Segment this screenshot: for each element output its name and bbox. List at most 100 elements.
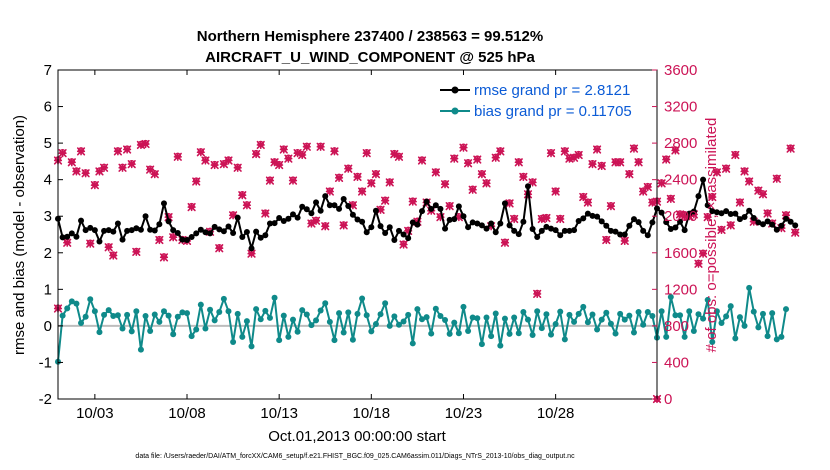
rmse-data-point [82, 227, 89, 234]
obs-assimilated-marker [717, 225, 726, 235]
bias-data-point [207, 306, 214, 313]
bias-data-point [239, 333, 246, 340]
bias-data-point [248, 343, 255, 350]
obs-assimilated-marker [606, 202, 616, 211]
rmse-data-point [746, 207, 753, 214]
rmse-data-point [621, 231, 628, 238]
bias-data-point [667, 294, 674, 301]
rmse-data-point [409, 219, 416, 226]
rmse-data-point [497, 220, 504, 227]
bias-data-point [110, 313, 117, 320]
obs-assimilated-marker [118, 163, 127, 172]
rmse-data-point [741, 213, 748, 220]
rmse-data-point [354, 216, 361, 223]
rmse-data-point [133, 225, 140, 232]
obs-assimilated-marker [81, 169, 90, 178]
bias-data-point [280, 312, 287, 319]
rmse-data-point [700, 176, 707, 183]
rmse-data-point [64, 233, 71, 240]
rmse-data-point [451, 216, 458, 223]
rmse-data-point [483, 225, 490, 232]
y2-tick-label: 1600 [664, 245, 697, 262]
bias-data-point [87, 296, 94, 303]
obs-assimilated-marker [629, 144, 639, 153]
bias-data-point [543, 311, 550, 318]
bias-data-point [230, 338, 237, 345]
bias-data-point [681, 333, 688, 340]
bias-data-point [382, 300, 389, 307]
rmse-data-point [266, 220, 273, 227]
rmse-data-point [59, 234, 66, 241]
bias-data-point [105, 307, 112, 314]
obs-assimilated-marker [510, 214, 519, 224]
rmse-data-point [501, 200, 508, 207]
rmse-data-point [68, 230, 75, 237]
rmse-data-point [400, 231, 407, 238]
bias-data-point [598, 316, 605, 323]
y-tick-label: 4 [44, 172, 52, 189]
rmse-data-point [589, 212, 596, 219]
obs-assimilated-marker [450, 154, 459, 163]
data-file-footer: data file: /Users/raeder/DAI/ATM_forcXX/… [135, 453, 575, 460]
bias-data-point [174, 313, 181, 320]
rmse-data-point [755, 219, 762, 226]
obs-assimilated-marker [431, 168, 440, 177]
rmse-data-point [308, 210, 315, 217]
bias-data-point [561, 336, 568, 343]
rmse-data-point [474, 220, 481, 227]
bias-data-point [594, 326, 601, 333]
obs-assimilated-marker [288, 176, 298, 185]
obs-assimilated-marker [694, 259, 703, 268]
rmse-data-point [783, 215, 790, 222]
bias-data-point [571, 318, 578, 325]
obs-assimilated-marker [772, 174, 781, 183]
bias-data-point [437, 313, 444, 320]
rmse-data-point [377, 223, 384, 230]
rmse-data-point [289, 211, 296, 218]
rmse-data-point [607, 227, 614, 234]
obs-assimilated-marker [210, 160, 219, 170]
rmse-data-point [649, 219, 656, 226]
bias-data-point [764, 333, 771, 340]
rmse-data-point [359, 218, 366, 225]
obs-assimilated-marker [551, 187, 560, 196]
bias-data-point [759, 310, 766, 317]
rmse-data-point [96, 238, 103, 245]
bias-data-point [363, 312, 370, 319]
bias-data-point [695, 311, 702, 318]
rmse-data-point [193, 230, 200, 237]
bias-data-point [395, 321, 402, 328]
bias-data-point [432, 305, 439, 312]
rmse-data-point [391, 236, 398, 243]
rmse-data-point [313, 199, 320, 206]
obs-assimilated-marker [187, 202, 196, 212]
legend-bias-marker [451, 107, 459, 115]
obs-assimilated-marker [482, 179, 491, 188]
rmse-data-point [428, 205, 435, 212]
obs-assimilated-marker [302, 142, 311, 151]
obs-assimilated-marker [500, 238, 510, 247]
rmse-data-point [234, 214, 241, 221]
obs-assimilated-marker [256, 140, 265, 150]
bias-data-point [184, 310, 191, 317]
rmse-data-point [225, 223, 232, 230]
obs-assimilated-marker [440, 180, 450, 189]
x-tick-label: 10/13 [260, 405, 298, 422]
obs-assimilated-marker [63, 238, 72, 247]
bias-data-point [303, 311, 310, 318]
obs-assimilated-marker [219, 160, 228, 169]
bias-data-point [400, 318, 407, 325]
obs-assimilated-marker [233, 163, 242, 172]
rmse-data-point [571, 227, 578, 234]
obs-assimilated-marker [275, 160, 284, 170]
bias-data-point [626, 312, 633, 319]
bias-data-point [455, 330, 462, 337]
obs-assimilated-marker [556, 214, 565, 224]
obs-assimilated-marker [592, 145, 602, 154]
rmse-data-point [405, 235, 412, 242]
obs-assimilated-marker [417, 156, 427, 165]
obs-assimilated-marker [95, 167, 104, 176]
bias-data-point [147, 328, 154, 335]
bias-data-point [524, 316, 531, 323]
bias-data-point [783, 306, 790, 313]
